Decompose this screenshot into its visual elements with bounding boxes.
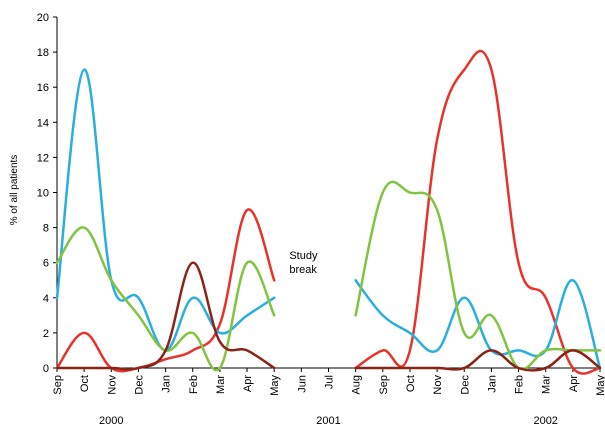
labels: 2000 2001 2002 Study break bbox=[99, 250, 558, 427]
x-tick-label: Nov bbox=[432, 375, 444, 395]
x-tick-label: Dec bbox=[133, 375, 145, 395]
x-tick-label: Jan bbox=[486, 375, 498, 393]
study-break-annotation: Study bbox=[289, 250, 318, 262]
x-tick-label: Aug bbox=[351, 375, 363, 395]
y-tick-label: 12 bbox=[37, 152, 49, 164]
y-tick-label: 20 bbox=[37, 12, 49, 24]
x-tick-label: Dec bbox=[459, 375, 471, 395]
x-tick-label: Jan bbox=[161, 375, 173, 393]
y-tick-label: 18 bbox=[37, 47, 49, 59]
x-tick-label: Apr bbox=[242, 375, 254, 392]
x-tick-label: Mar bbox=[215, 375, 227, 394]
series-layer bbox=[55, 49, 602, 375]
year-label: 2000 bbox=[99, 415, 123, 427]
x-tick-label: Sep bbox=[52, 375, 64, 395]
series-1-line-1 bbox=[55, 208, 276, 373]
series-4-line-1 bbox=[55, 261, 276, 371]
x-tick-label: Mar bbox=[541, 375, 553, 394]
x-tick-label: Nov bbox=[106, 375, 118, 395]
y-tick-label: 8 bbox=[43, 223, 49, 235]
x-tick-label: Feb bbox=[514, 375, 526, 394]
x-tick-label: Feb bbox=[188, 375, 200, 394]
y-tick-label: 14 bbox=[37, 117, 49, 129]
x-tick-label: Apr bbox=[568, 375, 580, 392]
y-tick-label: 0 bbox=[43, 363, 49, 375]
y-tick-label: 16 bbox=[37, 82, 49, 94]
x-tick-label: Sep bbox=[378, 375, 390, 395]
axes: 0 2 4 6 8 10 12 14 16 18 20 Sep Oct Nov Dec Jan Feb Mar Ap… bbox=[37, 12, 605, 396]
x-tick-label: Oct bbox=[405, 375, 417, 392]
year-label: 2002 bbox=[533, 415, 557, 427]
y-tick-label: 6 bbox=[43, 258, 49, 270]
x-tick-label: Jun bbox=[296, 375, 308, 393]
y-tick-label: 10 bbox=[37, 188, 49, 200]
study-break-annotation: break bbox=[289, 264, 317, 276]
x-tick-label: Oct bbox=[79, 375, 91, 392]
series-4-line-2 bbox=[354, 349, 602, 372]
series-2-line-1 bbox=[55, 68, 276, 352]
series-1-line-2 bbox=[354, 49, 602, 375]
series-3-line-1 bbox=[55, 226, 276, 372]
series-3-line-2 bbox=[354, 180, 602, 371]
y-tick-label: 2 bbox=[43, 328, 49, 340]
y-tick-label: 4 bbox=[43, 293, 49, 305]
series-2-line-2 bbox=[354, 279, 602, 370]
x-tick-label: May bbox=[269, 375, 281, 396]
y-axis-title: % of all patients bbox=[9, 155, 20, 226]
year-label: 2001 bbox=[316, 415, 340, 427]
x-tick-label: May bbox=[595, 375, 605, 396]
x-tick-label: Jul bbox=[324, 375, 336, 389]
